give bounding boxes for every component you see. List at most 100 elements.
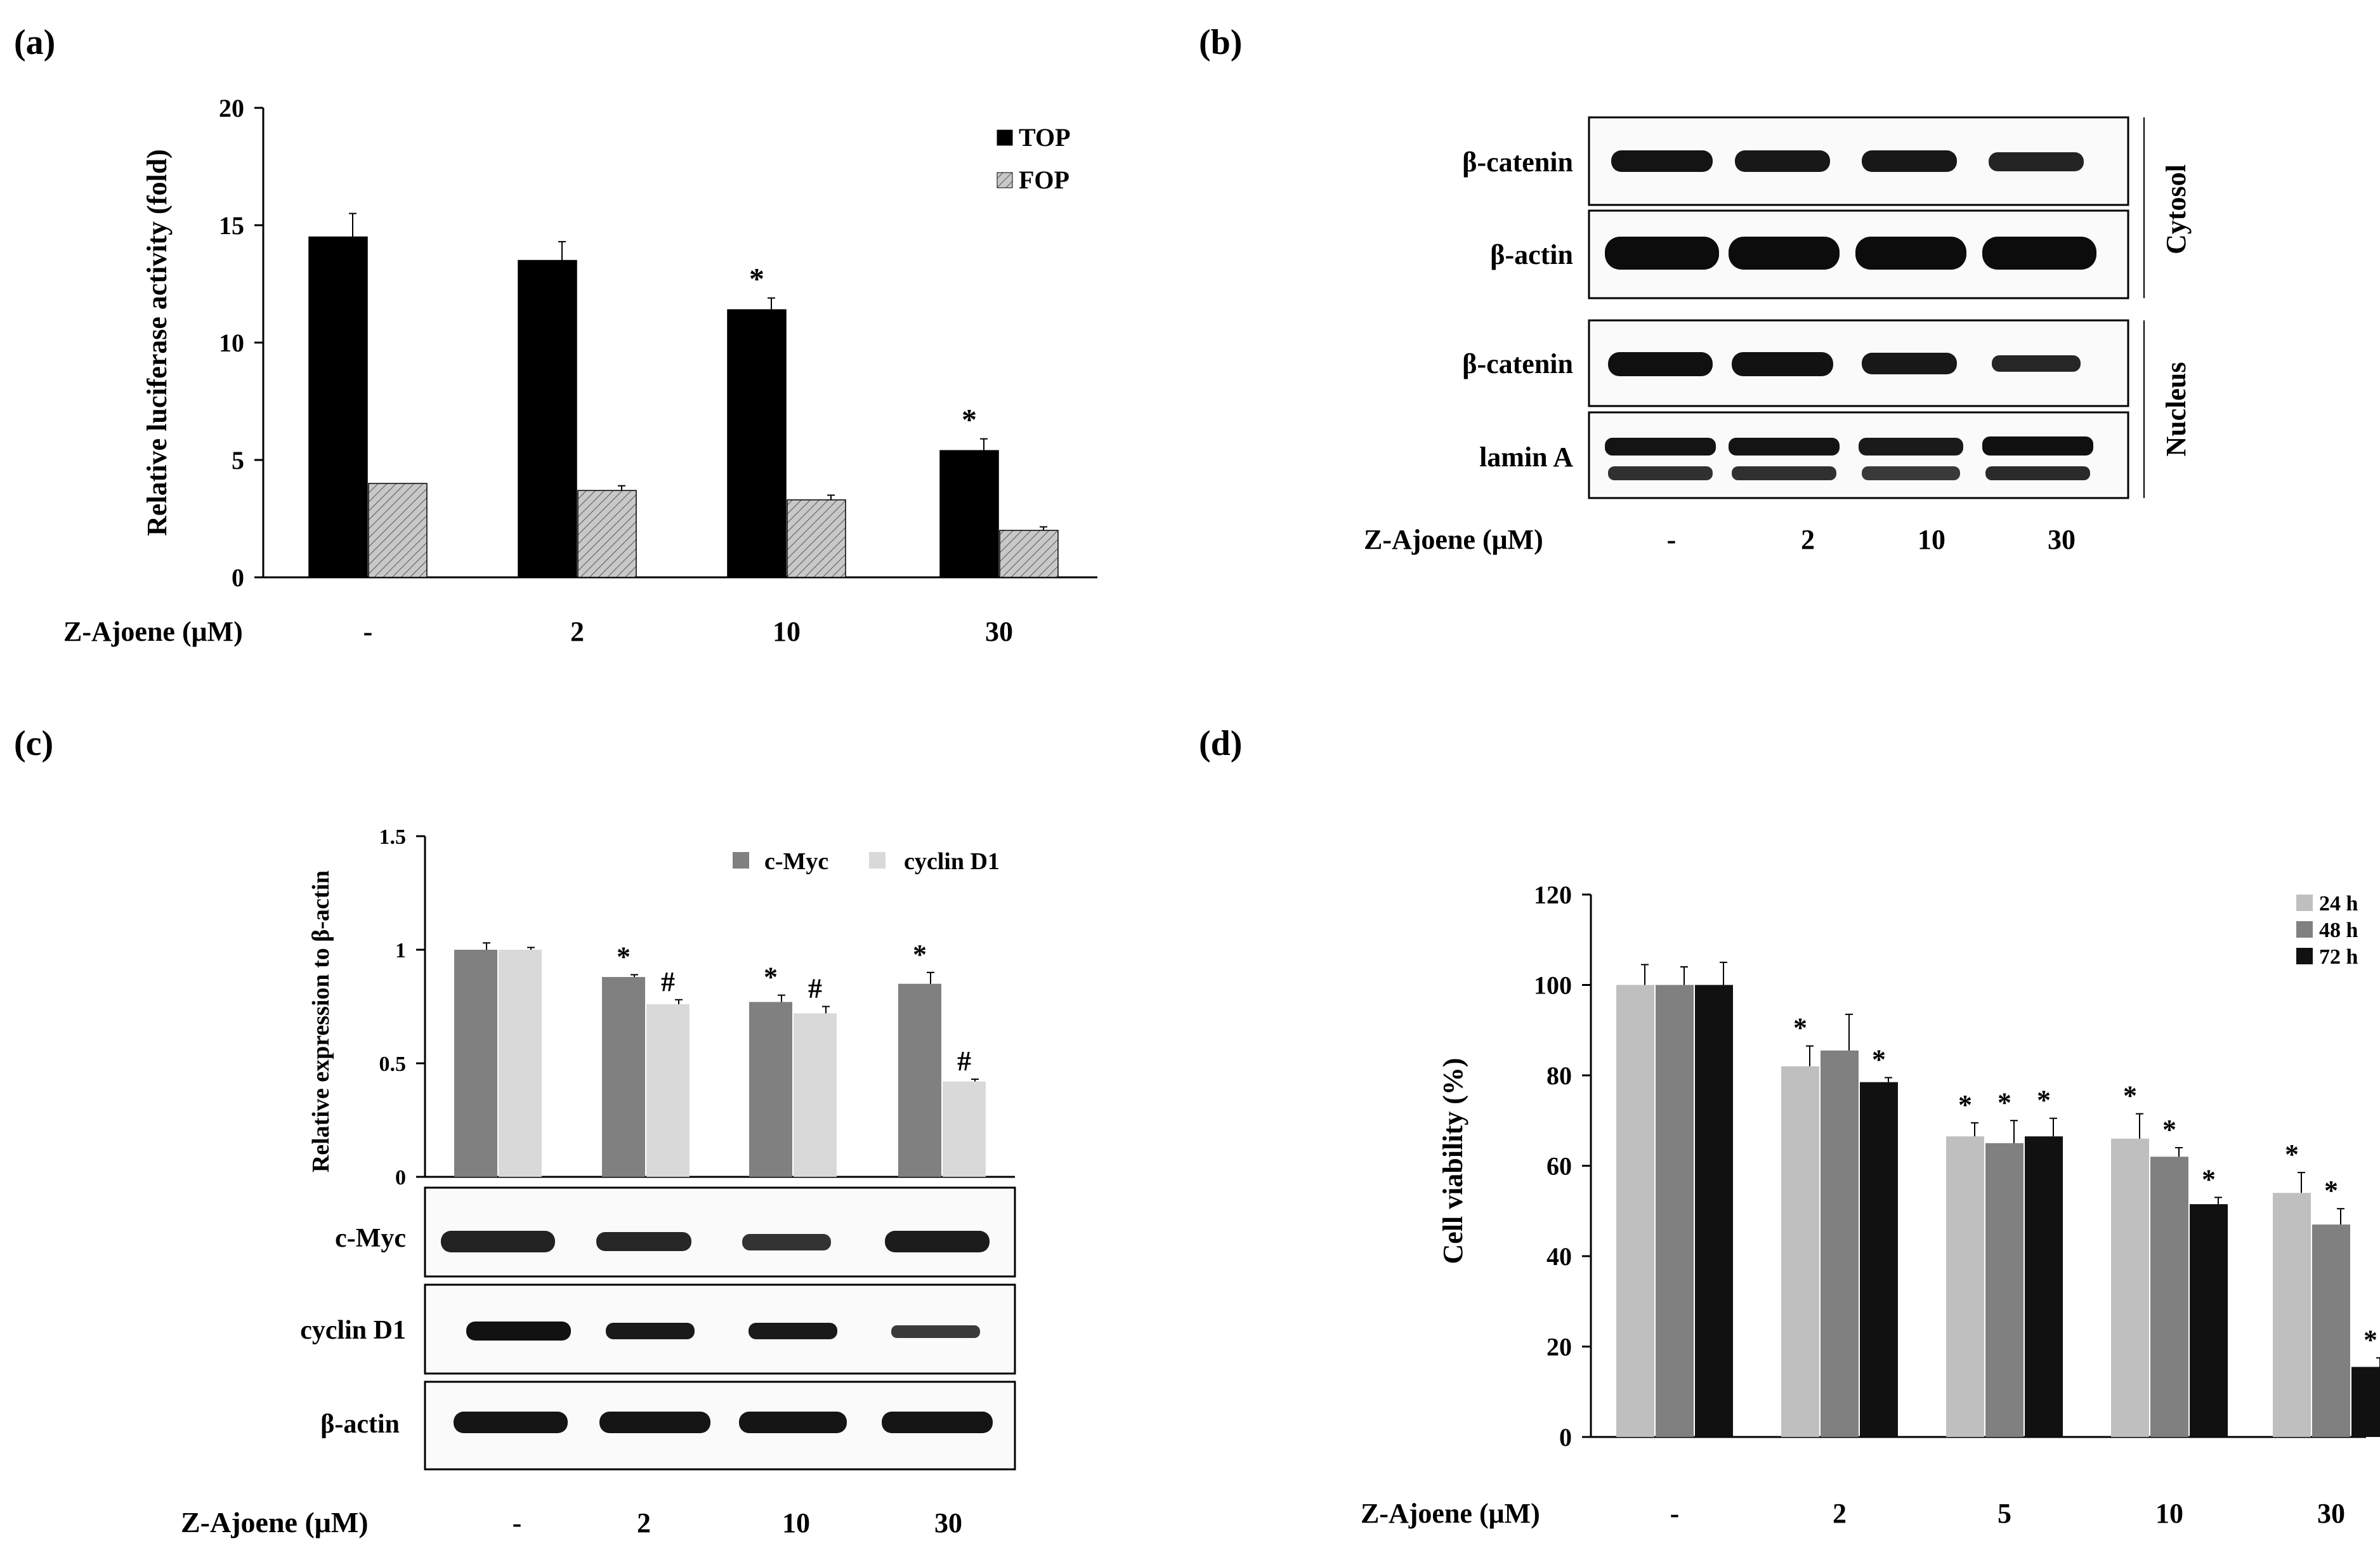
c-bar-c-myc [454, 950, 497, 1177]
panel-a-chart: 0 5 10 15 20 * * Relative luciferase activity… [63, 94, 1097, 647]
a-y-axis-label: Relative luciferase activity (fold) [141, 149, 173, 536]
a-category-label: - [363, 616, 373, 647]
a-bar-top [308, 236, 368, 578]
b-band-r1-l2 [1735, 150, 1830, 172]
c-bar-c-myc [602, 976, 645, 1177]
a-ytick-label: 15 [219, 211, 244, 240]
b-band-r3-l2 [1732, 352, 1833, 376]
a-bar-fop [577, 490, 637, 578]
a-bar-fop [368, 483, 428, 578]
d-bar-48-h [1985, 1143, 2024, 1437]
c-row-label-3: β-actin [320, 1410, 400, 1439]
b-band-r4-l1a [1605, 438, 1716, 456]
c-y-axis-label: Relative expression to β-actin [308, 870, 334, 1172]
b-row-label-2: β-actin [1490, 239, 1573, 270]
d-bar-24-h [2111, 1138, 2149, 1437]
d-category-label: - [1670, 1498, 1680, 1529]
c-lane-1: - [513, 1507, 522, 1538]
b-row-label-3: β-catenin [1462, 348, 1573, 379]
c-lane-4: 30 [934, 1507, 962, 1538]
d-bar-72-h [1695, 985, 1733, 1437]
d-bar-72-h [2025, 1136, 2063, 1437]
a-ytick-label: 0 [232, 563, 244, 592]
d-significance-mark: * [1793, 1013, 1807, 1044]
d-category-label: 2 [1833, 1498, 1847, 1529]
c-legend-cyclin-swatch [869, 852, 886, 869]
a-legend-top-label: TOP [1019, 123, 1071, 152]
panel-d-chart: 0 20 40 60 80 100 120 * * * * * * * * * * * Cell viabili… [1361, 881, 2380, 1529]
d-significance-mark: * [1958, 1089, 1972, 1120]
c-x-axis-label: Z-Ajoene (μM) [181, 1506, 369, 1538]
c-bar-c-myc [749, 1002, 792, 1177]
a-bar-top [518, 259, 577, 578]
a-x-axis-label: Z-Ajoene (μM) [63, 616, 243, 647]
b-band-r3-l1 [1608, 352, 1713, 376]
d-legend-72h-label: 72 h [2319, 945, 2358, 969]
a-category-label: 30 [985, 616, 1013, 647]
d-bar-72-h [2190, 1204, 2228, 1437]
c-bar-cyclin-d1 [943, 1081, 986, 1177]
c-significance-mark: # [808, 973, 822, 1004]
b-row-label-4: lamin A [1479, 442, 1573, 473]
d-significance-mark: * [2285, 1139, 2299, 1170]
b-lane-2: 2 [1801, 524, 1815, 555]
c-band-r3-l4 [882, 1412, 993, 1433]
c-band-r3-l2 [599, 1412, 710, 1433]
b-band-r3-l4 [1992, 355, 2081, 372]
a-legend-fop-label: FOP [1019, 166, 1069, 194]
c-band-r1-l2 [596, 1232, 691, 1251]
b-cytosol-label: Cytosol [2161, 164, 2192, 254]
b-row-label-1: β-catenin [1462, 147, 1573, 178]
d-bar-48-h [2150, 1157, 2188, 1437]
a-ytick-label: 5 [232, 446, 244, 475]
c-band-r3-l3 [739, 1412, 847, 1433]
b-band-r1-l1 [1611, 150, 1713, 172]
d-bar-24-h [1946, 1136, 1984, 1437]
d-category-label: 10 [2155, 1498, 2183, 1529]
c-band-r2-l3 [749, 1323, 837, 1339]
c-ytick-label: 1.5 [379, 825, 407, 849]
d-category-label: 5 [1998, 1498, 2011, 1529]
a-ytick-label: 10 [219, 329, 244, 357]
d-ytick-label: 120 [1534, 881, 1572, 909]
c-band-r2-l2 [606, 1323, 695, 1339]
b-band-r2-l3 [1855, 237, 1966, 270]
a-legend-top-swatch [997, 129, 1013, 146]
b-band-r4-l3b [1862, 466, 1960, 480]
c-band-r3-l1 [454, 1412, 568, 1433]
c-band-r1-l1 [441, 1231, 555, 1252]
panel-d-label: (d) [1199, 724, 1242, 763]
b-lane-4: 30 [2048, 524, 2076, 555]
d-legend-48h-label: 48 h [2319, 919, 2358, 942]
a-significance-mark: * [962, 403, 977, 437]
panel-b-blot: β-catenin β-actin β-catenin lamin A Cyto… [1364, 116, 2192, 555]
c-legend-cmyc-swatch [733, 852, 749, 869]
c-ytick-label: 1 [395, 939, 406, 962]
c-band-r1-l3 [742, 1234, 831, 1250]
c-band-r1-l4 [885, 1231, 990, 1252]
a-bar-fop [999, 530, 1059, 578]
a-legend-fop-swatch [997, 172, 1013, 188]
b-band-r2-l2 [1729, 237, 1840, 270]
d-legend-48h-swatch [2296, 921, 2313, 938]
d-legend-72h-swatch [2296, 948, 2313, 964]
d-legend-24h-label: 24 h [2319, 892, 2358, 915]
d-bar-48-h [1656, 985, 1694, 1437]
d-significance-mark: * [2324, 1175, 2338, 1206]
b-band-r2-l4 [1982, 237, 2096, 270]
d-bar-48-h [1821, 1050, 1859, 1437]
d-legend-24h-swatch [2296, 895, 2313, 911]
c-significance-mark: # [957, 1046, 971, 1077]
d-significance-mark: * [2364, 1324, 2377, 1355]
d-bar-48-h [2312, 1224, 2350, 1437]
d-significance-mark: * [2162, 1114, 2176, 1145]
a-category-label: 10 [773, 616, 801, 647]
c-lane-2: 2 [637, 1507, 651, 1538]
panel-c-chart: 0 0.5 1 1.5 * # * # * # Relative expression to β… [181, 825, 1016, 1538]
c-row-label-1: c-Myc [335, 1224, 406, 1253]
c-bar-cyclin-d1 [646, 1004, 690, 1177]
d-bar-72-h [1860, 1082, 1898, 1437]
d-ytick-label: 40 [1546, 1242, 1572, 1271]
b-band-r4-l1b [1608, 466, 1713, 480]
d-bar-72-h [2351, 1367, 2380, 1437]
